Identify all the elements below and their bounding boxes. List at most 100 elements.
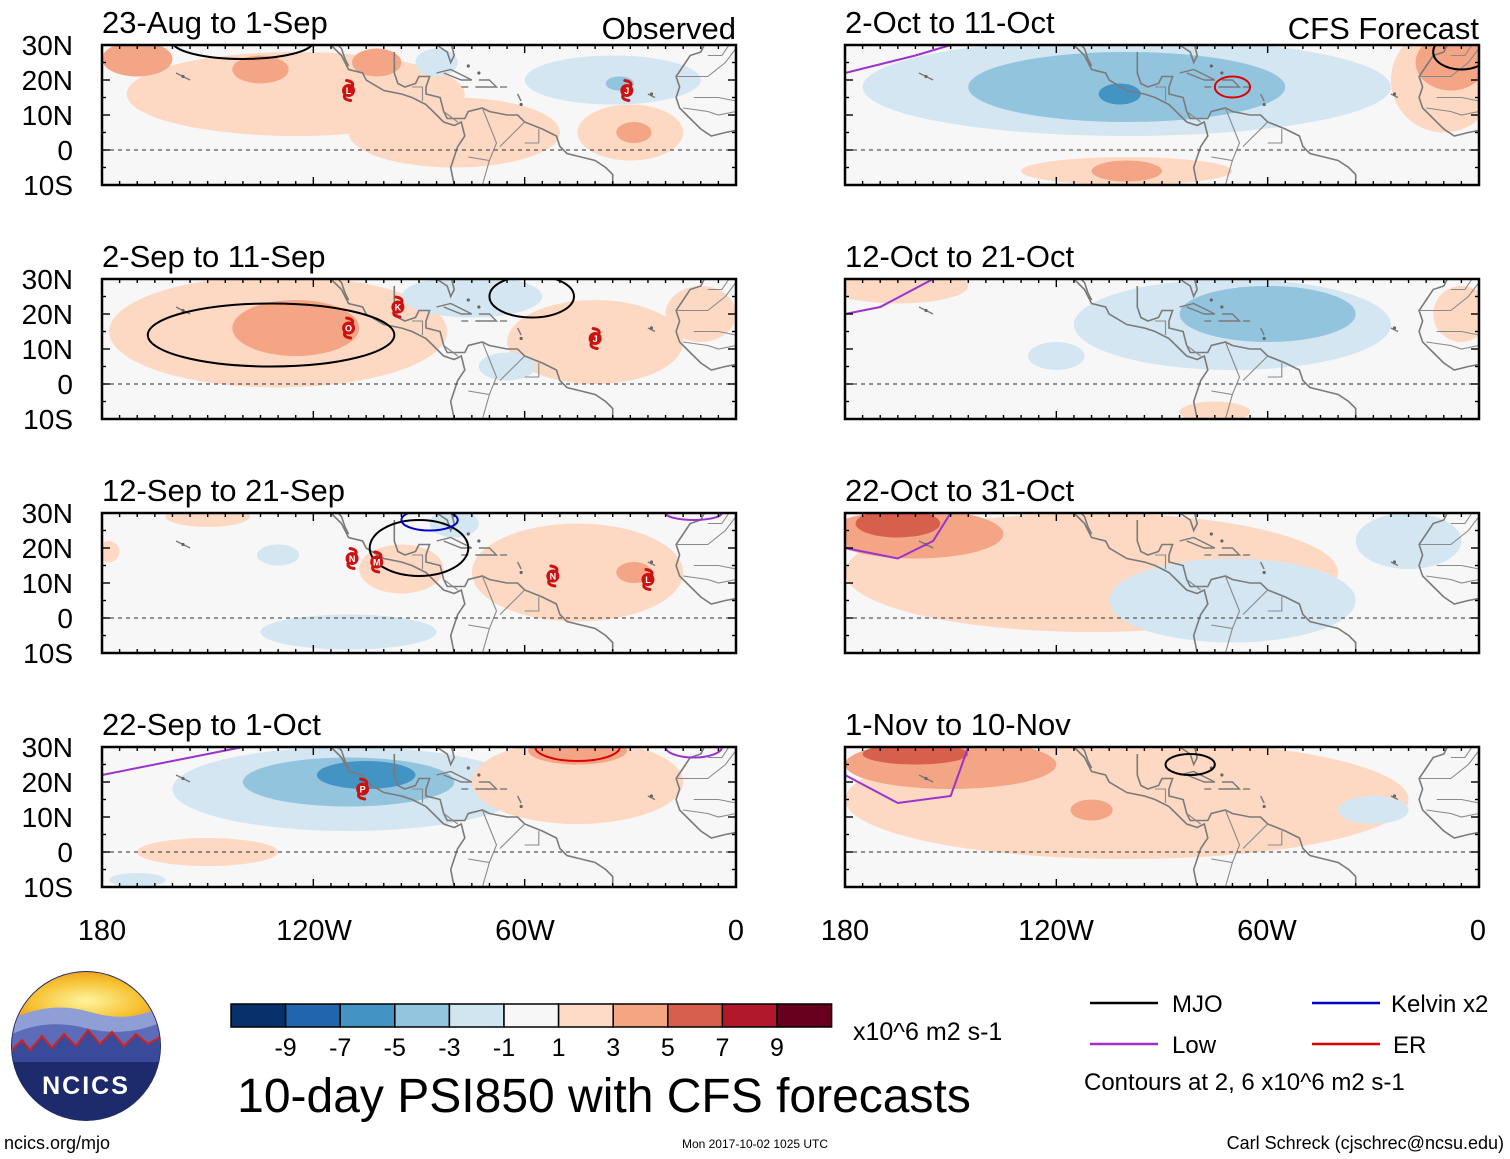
mjo-contour	[1164, 753, 1216, 776]
island-dot	[1209, 532, 1213, 536]
coastline	[1418, 45, 1479, 137]
island-dot	[1392, 560, 1397, 564]
island-dot	[1392, 794, 1397, 798]
country-border	[1436, 330, 1479, 336]
coastline	[329, 45, 466, 185]
country-border	[1186, 579, 1202, 591]
panel-period-title: 2-Oct to 11-Oct	[845, 5, 1055, 40]
country-border	[443, 345, 459, 357]
negative-anomaly	[1338, 796, 1409, 824]
coastline	[336, 747, 350, 769]
lat-tick-label: 30N	[22, 30, 73, 61]
coastline	[675, 513, 736, 605]
negative-anomaly	[256, 544, 300, 566]
coastline	[393, 520, 614, 653]
logo-text: NCICS	[42, 1072, 130, 1100]
lat-tick-label: 10S	[23, 170, 73, 201]
island-dot	[1220, 305, 1224, 309]
coastline	[675, 45, 736, 137]
country-border	[1436, 798, 1479, 804]
island-dot	[1262, 336, 1266, 341]
country-border	[1186, 111, 1202, 123]
coastline	[329, 279, 466, 419]
lat-tick-label: 0	[57, 837, 73, 868]
positive-anomaly	[528, 747, 627, 765]
colorbar-swatch	[230, 1003, 287, 1028]
island	[1390, 561, 1399, 567]
island-dot	[1262, 804, 1266, 809]
positive-anomaly	[232, 55, 289, 84]
island-dot	[477, 773, 481, 777]
positive-anomaly	[102, 541, 120, 562]
island	[1259, 327, 1265, 336]
country-border	[1419, 282, 1479, 312]
er-contour	[534, 747, 621, 762]
negative-anomaly	[260, 614, 437, 650]
map-panel-fc2: 12-Oct to 21-Oct	[843, 239, 1481, 421]
coastline	[329, 747, 466, 887]
country-border	[1426, 575, 1479, 584]
country-border	[1211, 341, 1241, 396]
island-dot	[1262, 570, 1266, 575]
country-border	[1436, 96, 1479, 102]
storm-symbol: L	[342, 79, 356, 102]
panel-ticks	[101, 44, 737, 186]
footer-url: ncics.org/mjo	[4, 1133, 110, 1153]
country-border	[693, 96, 736, 102]
lat-tick-label: 0	[57, 135, 73, 166]
lat-tick-label: 0	[57, 369, 73, 400]
storm-name: J	[624, 86, 629, 96]
island-dot	[1392, 326, 1397, 330]
lon-tick-label: 120W	[1018, 915, 1094, 947]
island	[1218, 781, 1242, 790]
panel-period-title: 2-Sep to 11-Sep	[102, 239, 325, 274]
lon-tick-label: 180	[821, 915, 869, 947]
colorbar-swatch	[394, 1003, 451, 1028]
island-dot	[1209, 64, 1213, 68]
storm-name: K	[395, 303, 402, 313]
colorbar: -9 -7 -5 -3 -1 1 3 5 7 9	[230, 1003, 833, 1062]
country-border	[1242, 355, 1269, 381]
storm-name: L	[346, 86, 352, 96]
positive-anomaly	[862, 747, 969, 765]
positive-anomaly	[471, 523, 684, 622]
island	[436, 68, 473, 81]
country-border	[683, 575, 736, 584]
lon-tick-label: 180	[78, 915, 126, 947]
island-dot	[466, 298, 470, 302]
negative-anomaly	[1355, 513, 1462, 569]
panel-field	[845, 747, 1479, 887]
legend-label-mjo: MJO	[1172, 991, 1223, 1018]
island-dot	[477, 305, 481, 309]
colorbar-swatch	[448, 1003, 505, 1028]
negative-anomaly	[109, 873, 166, 887]
country-border	[1267, 129, 1283, 144]
country-border	[1436, 564, 1479, 570]
colorbar-tick-label: 3	[606, 1034, 620, 1062]
low-contour	[845, 747, 970, 805]
country-border	[481, 394, 490, 419]
lat-tick-label: 30N	[22, 498, 73, 529]
panel-ticks	[101, 746, 737, 888]
island	[475, 79, 499, 88]
storm-symbol: L	[641, 568, 655, 591]
island	[475, 313, 499, 322]
lat-tick-label: 10S	[23, 872, 73, 903]
country-border	[1426, 107, 1479, 116]
country-border	[499, 355, 526, 381]
country-border	[1267, 597, 1283, 612]
panel-field: N M N L	[102, 513, 736, 653]
island	[1259, 795, 1265, 804]
country-border	[412, 788, 424, 803]
panel-ticks	[101, 278, 737, 420]
country-border	[683, 809, 736, 818]
country-border	[412, 554, 424, 569]
island-dot	[1220, 71, 1224, 75]
country-border	[1450, 513, 1473, 525]
country-border	[468, 809, 498, 864]
panel-period-title: 1-Nov to 10-Nov	[845, 707, 1071, 742]
country-border	[1242, 121, 1269, 147]
island	[1390, 93, 1399, 99]
